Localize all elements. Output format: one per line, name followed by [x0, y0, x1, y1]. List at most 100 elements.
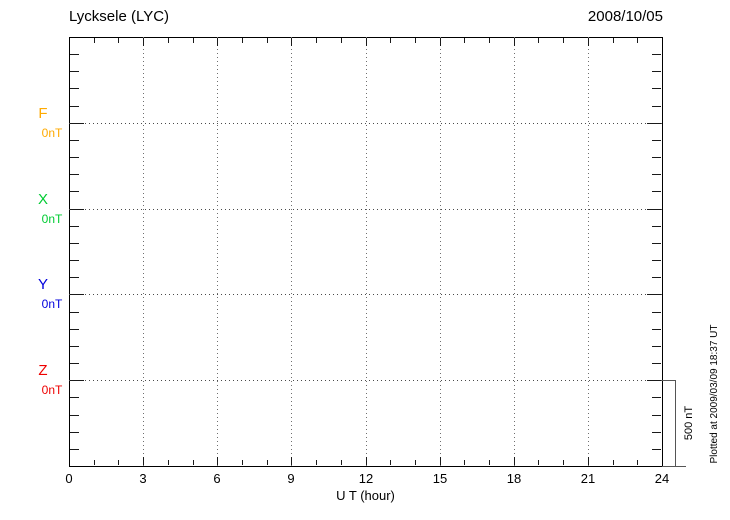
right-axis-tick [652, 88, 661, 89]
plot-date: 2008/10/05 [587, 8, 663, 25]
series-label-X: X [37, 191, 48, 208]
bottom-axis-tick [489, 460, 490, 465]
bottom-axis-tick [316, 460, 317, 465]
x-tick-label-9: 9 [287, 471, 295, 486]
top-axis-tick [143, 38, 144, 46]
right-axis-tick [652, 449, 661, 450]
series-baseline-label-F: 0nT [41, 126, 63, 140]
top-axis-tick [193, 38, 194, 43]
top-axis-tick [168, 38, 169, 43]
left-axis-tick [70, 106, 79, 107]
bottom-axis-tick [464, 460, 465, 465]
left-axis-tick [70, 380, 84, 381]
bottom-axis-tick [440, 457, 441, 465]
left-axis-tick [70, 191, 79, 192]
bottom-axis-tick [514, 457, 515, 465]
series-baseline-label-X: 0nT [41, 212, 63, 226]
bottom-axis-tick [94, 460, 95, 465]
series-baseline-label-Y: 0nT [41, 297, 63, 311]
left-axis-tick [70, 71, 79, 72]
left-axis-tick [70, 260, 79, 261]
baseline-gridline-Y [69, 294, 662, 295]
bottom-axis-tick [538, 460, 539, 465]
hour-gridline-6 [217, 37, 218, 466]
left-axis-tick [70, 363, 79, 364]
left-axis-tick [70, 88, 79, 89]
scale-bar-label: 500 nT [683, 405, 695, 441]
baseline-gridline-Z [69, 380, 662, 381]
right-axis-tick [652, 71, 661, 72]
scale-bar-base-extension [662, 466, 686, 467]
right-axis-tick [652, 191, 661, 192]
hour-gridline-21 [588, 37, 589, 466]
bottom-axis-tick [613, 460, 614, 465]
bottom-axis-tick [267, 460, 268, 465]
top-axis-tick [489, 38, 490, 43]
baseline-gridline-X [69, 209, 662, 210]
bottom-axis-tick [217, 457, 218, 465]
hour-gridline-15 [440, 37, 441, 466]
series-baseline-label-Z: 0nT [41, 383, 63, 397]
right-axis-tick [652, 243, 661, 244]
top-axis-tick [538, 38, 539, 43]
right-axis-tick [647, 294, 661, 295]
bottom-axis-tick [118, 460, 119, 465]
top-axis-tick [316, 38, 317, 43]
bottom-axis-tick [637, 460, 638, 465]
bottom-axis-tick [242, 460, 243, 465]
top-axis-tick [637, 38, 638, 43]
right-axis-tick [652, 312, 661, 313]
left-axis-tick [70, 157, 79, 158]
top-axis-tick [217, 38, 218, 46]
right-axis-tick [647, 123, 661, 124]
x-tick-label-18: 18 [506, 471, 522, 486]
left-axis-tick [70, 346, 79, 347]
bottom-axis-tick [341, 460, 342, 465]
left-axis-tick [70, 449, 79, 450]
x-tick-label-24: 24 [654, 471, 670, 486]
top-axis-tick [464, 38, 465, 43]
bottom-axis-tick [193, 460, 194, 465]
x-tick-label-3: 3 [139, 471, 147, 486]
bottom-axis-tick [563, 460, 564, 465]
top-axis-tick [291, 38, 292, 46]
hour-gridline-18 [514, 37, 515, 466]
hour-gridline-3 [143, 37, 144, 466]
right-axis-tick [652, 260, 661, 261]
hour-gridline-12 [366, 37, 367, 466]
right-axis-tick [652, 106, 661, 107]
left-axis-tick [70, 140, 79, 141]
x-tick-label-21: 21 [580, 471, 596, 486]
right-axis-tick [652, 415, 661, 416]
left-axis-tick [70, 174, 79, 175]
left-axis-tick [70, 243, 79, 244]
series-label-Z: Z [38, 362, 48, 379]
left-axis-tick [70, 397, 79, 398]
right-axis-tick [652, 432, 661, 433]
station-title: Lycksele (LYC) [69, 8, 170, 25]
right-axis-tick [652, 397, 661, 398]
left-axis-tick [70, 209, 84, 210]
series-label-F: F [38, 105, 48, 122]
left-axis-tick [70, 226, 79, 227]
baseline-gridline-F [69, 123, 662, 124]
right-axis-tick [652, 174, 661, 175]
bottom-axis-tick [143, 457, 144, 465]
x-tick-label-6: 6 [213, 471, 221, 486]
left-axis-tick [70, 415, 79, 416]
left-axis-tick [70, 432, 79, 433]
right-axis-tick [652, 346, 661, 347]
left-axis-tick [70, 54, 79, 55]
top-axis-tick [341, 38, 342, 43]
right-axis-tick [652, 54, 661, 55]
right-axis-tick [652, 329, 661, 330]
hour-gridline-9 [291, 37, 292, 466]
top-axis-tick [514, 38, 515, 46]
top-axis-tick [415, 38, 416, 43]
scale-bar-connector [662, 380, 675, 381]
x-tick-label-0: 0 [65, 471, 73, 486]
right-axis-tick [652, 140, 661, 141]
right-axis-tick [647, 380, 661, 381]
right-axis-tick [652, 277, 661, 278]
